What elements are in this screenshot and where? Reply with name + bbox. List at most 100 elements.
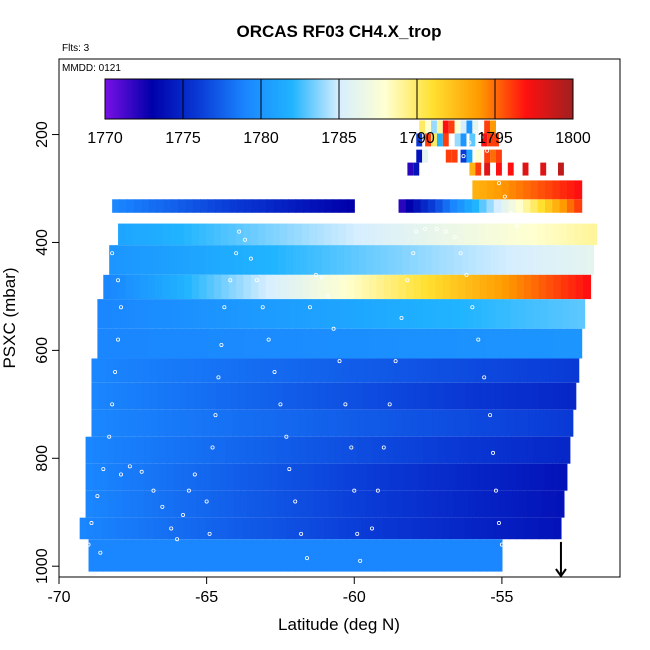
- heatmap-cell: [561, 382, 569, 410]
- heatmap-cell: [192, 199, 201, 213]
- heatmap-cell: [178, 328, 187, 359]
- heatmap-cell: [479, 539, 488, 572]
- heatmap-cell: [301, 517, 310, 540]
- heatmap-cell: [495, 162, 502, 176]
- heatmap-cell: [365, 245, 374, 275]
- heatmap-cell: [534, 490, 543, 518]
- heatmap-cell: [159, 490, 168, 518]
- heatmap-cell: [546, 517, 555, 540]
- heatmap-cell: [394, 358, 403, 383]
- heatmap-cell: [208, 382, 217, 410]
- heatmap-cell: [209, 358, 218, 383]
- heatmap-cell: [112, 299, 121, 329]
- heatmap-cell: [107, 490, 116, 518]
- heatmap-cell: [270, 463, 279, 491]
- y-tick-label: 800: [34, 445, 51, 472]
- heatmap-cell: [442, 539, 451, 572]
- heatmap-cell: [523, 517, 532, 540]
- heatmap-cell: [479, 180, 488, 200]
- track-point: [219, 342, 224, 347]
- track-point: [399, 315, 404, 320]
- heatmap-cell: [206, 223, 215, 246]
- heatmap-cell: [538, 517, 547, 540]
- heatmap-cell: [154, 274, 163, 300]
- heatmap-cell: [492, 463, 501, 491]
- heatmap-cell: [566, 199, 575, 213]
- heatmap-cell: [472, 382, 481, 410]
- heatmap-cell: [283, 409, 292, 437]
- heatmap-cell: [310, 199, 319, 213]
- heatmap-cell: [119, 299, 128, 329]
- heatmap-cell: [455, 463, 464, 491]
- heatmap-cell: [115, 463, 124, 491]
- heatmap-cell: [214, 199, 223, 213]
- heatmap-cell: [277, 245, 286, 275]
- heatmap-cell: [416, 133, 423, 147]
- track-point: [496, 521, 501, 526]
- heatmap-cell: [478, 223, 487, 246]
- track-point: [381, 445, 386, 450]
- heatmap-cell: [361, 274, 370, 300]
- heatmap-cell: [296, 382, 305, 410]
- heatmap-cell: [252, 382, 261, 410]
- heatmap-cell: [176, 223, 185, 246]
- heatmap-cell: [574, 223, 583, 246]
- heatmap-cell: [553, 382, 562, 410]
- heatmap-cell: [549, 490, 558, 518]
- heatmap-cell: [482, 358, 491, 383]
- heatmap-cell: [132, 274, 141, 300]
- heatmap-cell: [279, 223, 288, 246]
- heatmap-cell: [545, 199, 553, 213]
- heatmap-cell: [481, 436, 490, 464]
- heatmap-cell: [471, 223, 480, 246]
- heatmap-cell: [534, 245, 543, 275]
- heatmap-cell: [491, 409, 500, 437]
- heatmap-cell: [306, 409, 315, 437]
- heatmap-cell: [559, 180, 568, 200]
- heatmap-cell: [405, 274, 414, 300]
- heatmap-cell: [379, 358, 388, 383]
- heatmap-cell: [228, 223, 237, 246]
- heatmap-cell: [432, 409, 441, 437]
- heatmap-cell: [495, 382, 503, 410]
- heatmap-cell: [307, 245, 316, 275]
- heatmap-cell: [205, 517, 214, 540]
- heatmap-cell: [292, 463, 301, 491]
- heatmap-cell: [134, 299, 143, 329]
- heatmap-cell: [227, 517, 236, 540]
- heatmap-cell: [509, 517, 518, 540]
- heatmap-cell: [310, 328, 319, 359]
- track-point: [325, 294, 330, 299]
- heatmap-cell: [493, 199, 502, 213]
- heatmap-cell: [131, 517, 140, 540]
- heatmap-cell: [222, 299, 231, 329]
- heatmap-cell: [287, 223, 296, 246]
- heatmap-cell: [272, 517, 281, 540]
- heatmap-cell: [500, 223, 509, 246]
- colorbar: 1770 1775 1780 1785 1790 1795 1800: [87, 78, 591, 147]
- heatmap-cell: [298, 358, 307, 383]
- heatmap-cell: [460, 133, 467, 147]
- heatmap-cell: [352, 463, 361, 491]
- track-point: [151, 488, 156, 493]
- heatmap-cell: [522, 328, 531, 359]
- track-point: [393, 359, 398, 364]
- heatmap-cell: [506, 409, 515, 437]
- heatmap-cell: [396, 463, 405, 491]
- heatmap-cell: [433, 463, 442, 491]
- heatmap-cell: [503, 436, 512, 464]
- heatmap-cell: [321, 490, 330, 518]
- heatmap-cell: [267, 382, 276, 410]
- heatmap-cell: [508, 199, 517, 213]
- heatmap-cell: [101, 517, 110, 540]
- heatmap-cell: [452, 436, 461, 464]
- heatmap-cell: [515, 223, 524, 246]
- heatmap-cell: [583, 274, 592, 300]
- heatmap-cell: [140, 274, 149, 300]
- heatmap-cell: [508, 223, 517, 246]
- heatmap-cell: [274, 382, 283, 410]
- heatmap-cell: [417, 245, 426, 275]
- heatmap-cell: [91, 358, 100, 383]
- heatmap-cell: [449, 199, 458, 213]
